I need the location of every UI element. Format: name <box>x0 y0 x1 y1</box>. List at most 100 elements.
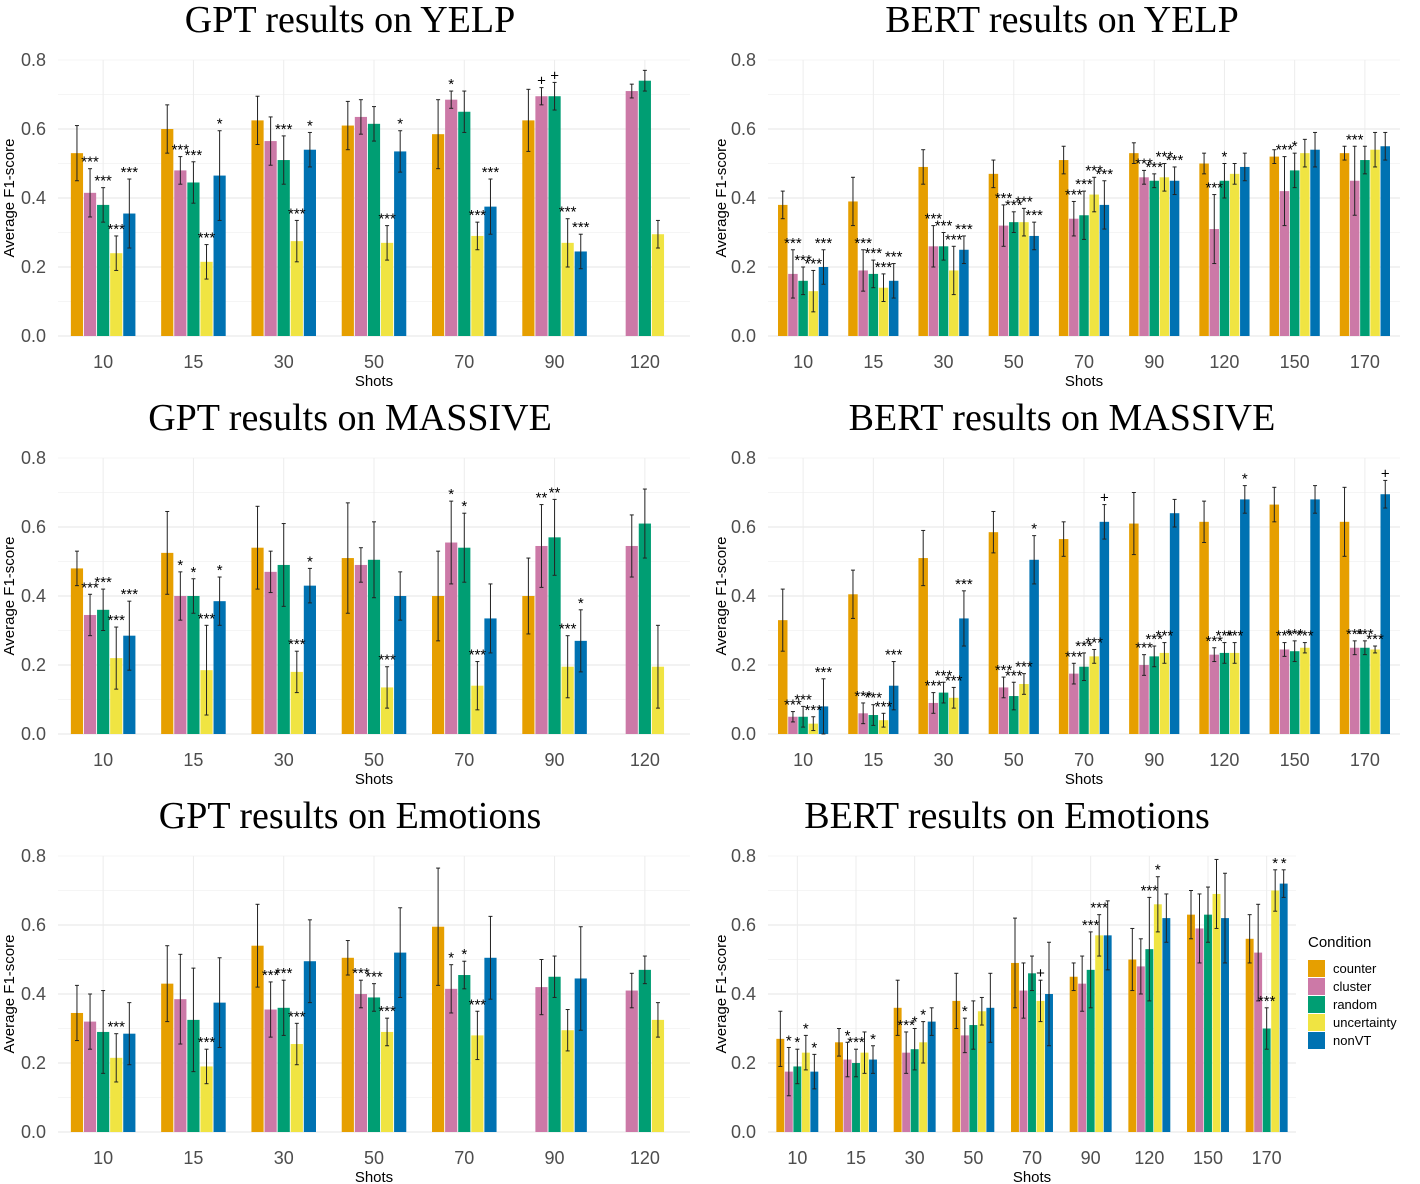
legend-swatch <box>1308 1031 1325 1049</box>
bar-uncertainty <box>1089 194 1099 336</box>
significance-label: *** <box>378 211 396 228</box>
bar-nonVT <box>1240 499 1250 734</box>
bar-cluster <box>83 614 97 734</box>
bar-nonVT <box>123 635 136 734</box>
bar-counter <box>1269 504 1280 734</box>
x-tick-label: 90 <box>1081 1148 1101 1168</box>
bar-nonVT <box>213 1002 226 1132</box>
bar-nonVT <box>1169 513 1180 734</box>
bar-nonVT <box>1029 559 1039 734</box>
x-tick-label: 70 <box>454 750 474 770</box>
significance-label: *** <box>198 1034 216 1051</box>
bar-counter <box>1069 976 1078 1132</box>
x-tick-label: 90 <box>545 352 565 372</box>
bar-random <box>938 246 949 336</box>
bar-nonVT <box>123 213 136 336</box>
bar-random <box>458 975 471 1132</box>
bar-counter <box>432 926 445 1132</box>
significance-label: *** <box>1005 667 1023 684</box>
significance-label: *** <box>275 121 293 138</box>
bar-random <box>1086 969 1095 1132</box>
bar-uncertainty <box>651 234 665 336</box>
y-tick-label: 0.8 <box>731 448 756 468</box>
bar-cluster <box>960 1035 969 1132</box>
bar-cluster <box>928 702 939 734</box>
bar-cluster <box>1279 191 1290 336</box>
bar-random <box>1009 222 1019 336</box>
x-tick-label: 15 <box>863 352 883 372</box>
bar-uncertainty <box>1300 647 1310 734</box>
x-axis-label: Shots <box>1065 771 1103 788</box>
y-tick-label: 0.6 <box>21 119 46 139</box>
bar-counter <box>522 120 535 336</box>
significance-label: * <box>912 1014 918 1031</box>
bar-random <box>1079 666 1089 734</box>
legend-label: random <box>1333 996 1378 1012</box>
x-tick-label: 10 <box>793 750 813 770</box>
significance-label: *** <box>1090 900 1108 917</box>
x-tick-label: 70 <box>1022 1148 1042 1168</box>
bar-uncertainty <box>1089 656 1099 734</box>
bar-cluster <box>83 1021 97 1132</box>
x-tick-label: 70 <box>1074 352 1094 372</box>
significance-label: * <box>1031 521 1037 538</box>
significance-label: *** <box>945 231 963 248</box>
bar-random <box>868 273 879 336</box>
significance-label: *** <box>469 207 487 224</box>
bar-uncertainty <box>1212 893 1221 1132</box>
x-tick-label: 15 <box>863 750 883 770</box>
significance-label: ** <box>536 490 548 507</box>
bar-random <box>798 280 808 336</box>
legend-item-random: random <box>1308 995 1397 1013</box>
bar-counter <box>1129 523 1139 734</box>
bar-nonVT <box>303 149 316 336</box>
y-tick-label: 0.6 <box>731 915 756 935</box>
bar-random <box>910 1049 919 1132</box>
significance-label: ** <box>549 484 561 501</box>
bar-cluster <box>784 1071 793 1132</box>
bar-uncertainty <box>380 242 394 336</box>
y-tick-label: 0.2 <box>21 257 46 277</box>
significance-label: * <box>307 553 313 570</box>
y-tick-label: 0.0 <box>21 724 46 744</box>
significance-label: *** <box>1065 648 1083 665</box>
significance-label: *** <box>885 647 903 664</box>
bar-counter <box>988 532 999 734</box>
significance-label: *** <box>559 621 577 638</box>
significance-label: *** <box>935 218 953 235</box>
bar-nonVT <box>1380 494 1390 734</box>
bar-nonVT <box>123 1033 136 1132</box>
significance-label: *** <box>995 190 1013 207</box>
bar-uncertainty <box>1036 1000 1045 1132</box>
bar-random <box>1028 973 1036 1132</box>
bar-random <box>97 609 110 734</box>
significance-label: * <box>920 1007 926 1024</box>
significance-label: *** <box>1296 628 1314 645</box>
bar-random <box>97 1031 110 1132</box>
significance-label: + <box>1100 490 1109 507</box>
significance-label: *** <box>925 678 943 695</box>
chart-bert-emotions: BERT results on Emotions 0.0 0.2 0.4 0.6 0.8… <box>712 796 1302 1184</box>
y-tick-label: 0.0 <box>731 326 756 346</box>
significance-label: * <box>811 1039 817 1056</box>
significance-label: *** <box>815 664 833 681</box>
significance-label: * <box>177 557 183 574</box>
significance-label: *** <box>1286 626 1304 643</box>
bar-random <box>1360 647 1370 734</box>
bar-counter <box>848 201 858 336</box>
significance-label: *** <box>1206 633 1224 650</box>
x-tick-label: 10 <box>93 352 113 372</box>
significance-label: *** <box>1096 166 1114 183</box>
x-tick-label: 50 <box>364 1148 384 1168</box>
significance-label: *** <box>897 1017 915 1034</box>
bar-cluster <box>1139 177 1149 336</box>
x-tick-label: 70 <box>454 352 474 372</box>
significance-label: * <box>962 1003 968 1020</box>
bar-counter <box>1129 153 1139 336</box>
significance-label: *** <box>1276 628 1294 645</box>
bar-uncertainty <box>561 242 574 336</box>
bar-counter <box>522 596 535 734</box>
bar-cluster <box>1349 647 1360 734</box>
plot-area: 0.0 0.2 0.4 0.6 0.8 10 15 30 50 70 90 120 150 170 Shot… <box>713 846 1296 1184</box>
bar-uncertainty <box>380 687 394 734</box>
